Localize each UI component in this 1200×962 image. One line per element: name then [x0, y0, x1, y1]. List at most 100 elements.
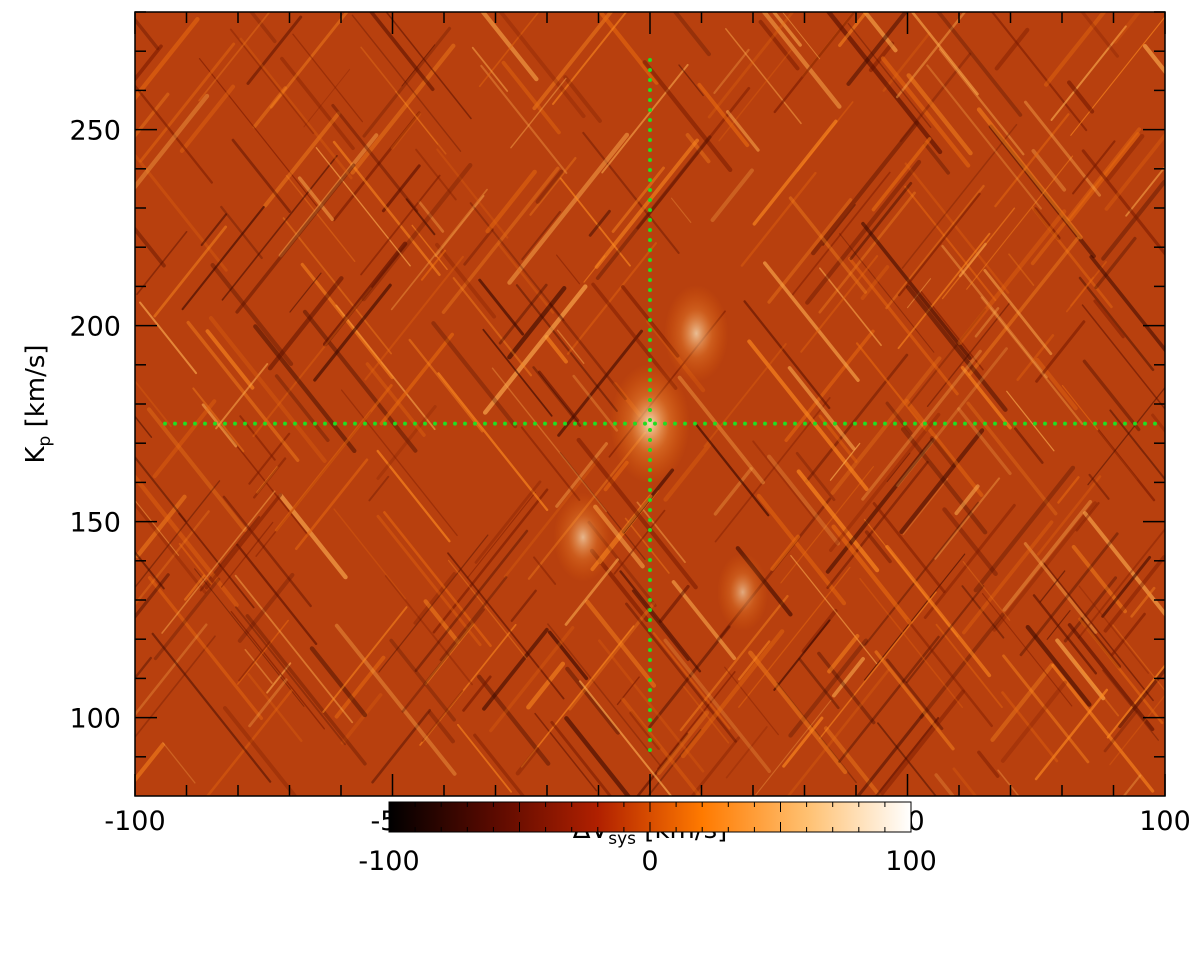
texture-streak [597, 639, 705, 773]
texture-streak [401, 44, 436, 87]
texture-streak [362, 26, 452, 138]
texture-streak [535, 169, 564, 204]
texture-streak [548, 303, 627, 401]
texture-streak [515, 284, 618, 412]
texture-streak [648, 625, 731, 729]
texture-streak [906, 285, 1008, 412]
texture-streak [497, 242, 555, 314]
texture-streak [902, 478, 949, 536]
texture-streak [1112, 624, 1165, 692]
texture-streak [200, 213, 228, 247]
texture-streak [192, 387, 245, 453]
texture-streak [994, 27, 1030, 71]
texture-streak [572, 374, 619, 432]
texture-streak [941, 207, 1016, 300]
texture-streak [1042, 561, 1154, 702]
texture-streak [990, 662, 1054, 742]
texture-streak [135, 44, 163, 82]
texture-streak [431, 321, 518, 429]
texture-streak [1078, 617, 1164, 725]
texture-streak [904, 185, 997, 302]
texture-streak [544, 335, 568, 364]
texture-streak [1104, 132, 1165, 211]
colorbar-tick-label: 100 [885, 846, 937, 877]
texture-streak [135, 480, 221, 589]
texture-streak [533, 556, 557, 585]
texture-streak [846, 12, 909, 86]
texture-streak [285, 174, 356, 262]
texture-streak [222, 495, 312, 608]
texture-streak [1078, 276, 1155, 372]
texture-streak [811, 120, 919, 256]
texture-streak [847, 22, 932, 129]
texture-streak [221, 155, 338, 301]
texture-streak [994, 113, 1070, 208]
texture-streak [389, 638, 456, 722]
texture-streak [292, 33, 364, 123]
texture-streak [690, 736, 740, 796]
texture-streak [832, 656, 865, 698]
bright-region [610, 363, 690, 484]
texture-streak [447, 552, 565, 700]
texture-streak [313, 283, 392, 382]
texture-streak [135, 415, 153, 438]
texture-streak [384, 575, 474, 686]
texture-streak [236, 619, 289, 685]
texture-streak [361, 162, 473, 302]
texture-streak [829, 442, 861, 481]
texture-streak [135, 635, 216, 739]
texture-streak [885, 401, 913, 435]
texture-streak [899, 428, 985, 535]
texture-streak [766, 454, 841, 546]
texture-streak [334, 655, 386, 719]
texture-streak [1051, 663, 1155, 793]
texture-streak [923, 142, 951, 175]
texture-streak [625, 602, 737, 743]
texture-streak [547, 630, 589, 681]
bright-region [553, 492, 613, 583]
texture-streak [529, 156, 577, 216]
texture-streak [838, 635, 940, 763]
texture-streak [697, 82, 750, 148]
texture-streak [1066, 80, 1095, 114]
texture-streak [880, 56, 971, 168]
texture-streak [782, 716, 824, 768]
texture-streak [1013, 427, 1044, 464]
texture-streak [796, 469, 880, 573]
texture-streak [267, 276, 344, 371]
texture-streak [147, 576, 264, 720]
texture-streak [452, 277, 533, 377]
texture-streak [401, 608, 485, 713]
texture-streak [245, 614, 367, 766]
texture-streak [471, 46, 509, 92]
texture-streak [395, 90, 439, 145]
texture-streak [786, 668, 890, 796]
texture-streak [740, 171, 817, 267]
x-tick-label: -100 [104, 806, 165, 837]
texture-streak [135, 455, 187, 522]
texture-streak [332, 111, 421, 222]
texture-streak [556, 329, 585, 364]
texture-streak [952, 767, 978, 796]
texture-streak [934, 477, 1001, 560]
texture-streak [752, 440, 815, 518]
texture-streak [1067, 623, 1155, 732]
y-tick-label: 250 [69, 116, 121, 147]
texture-streak [713, 48, 750, 95]
texture-streak [826, 460, 929, 590]
texture-streak [798, 657, 840, 710]
texture-streak [289, 272, 322, 313]
texture-streak [904, 162, 1010, 294]
texture-streak [1109, 694, 1165, 766]
texture-streak [752, 119, 838, 226]
texture-streak [990, 12, 1088, 132]
texture-streak [230, 611, 325, 730]
texture-streak [747, 339, 869, 491]
texture-streak [1101, 555, 1152, 618]
texture-streak [973, 465, 1076, 593]
texture-streak [839, 233, 935, 353]
texture-streak [621, 697, 702, 796]
texture-streak [827, 634, 860, 674]
texture-streak [423, 599, 460, 644]
texture-streak [520, 625, 635, 768]
